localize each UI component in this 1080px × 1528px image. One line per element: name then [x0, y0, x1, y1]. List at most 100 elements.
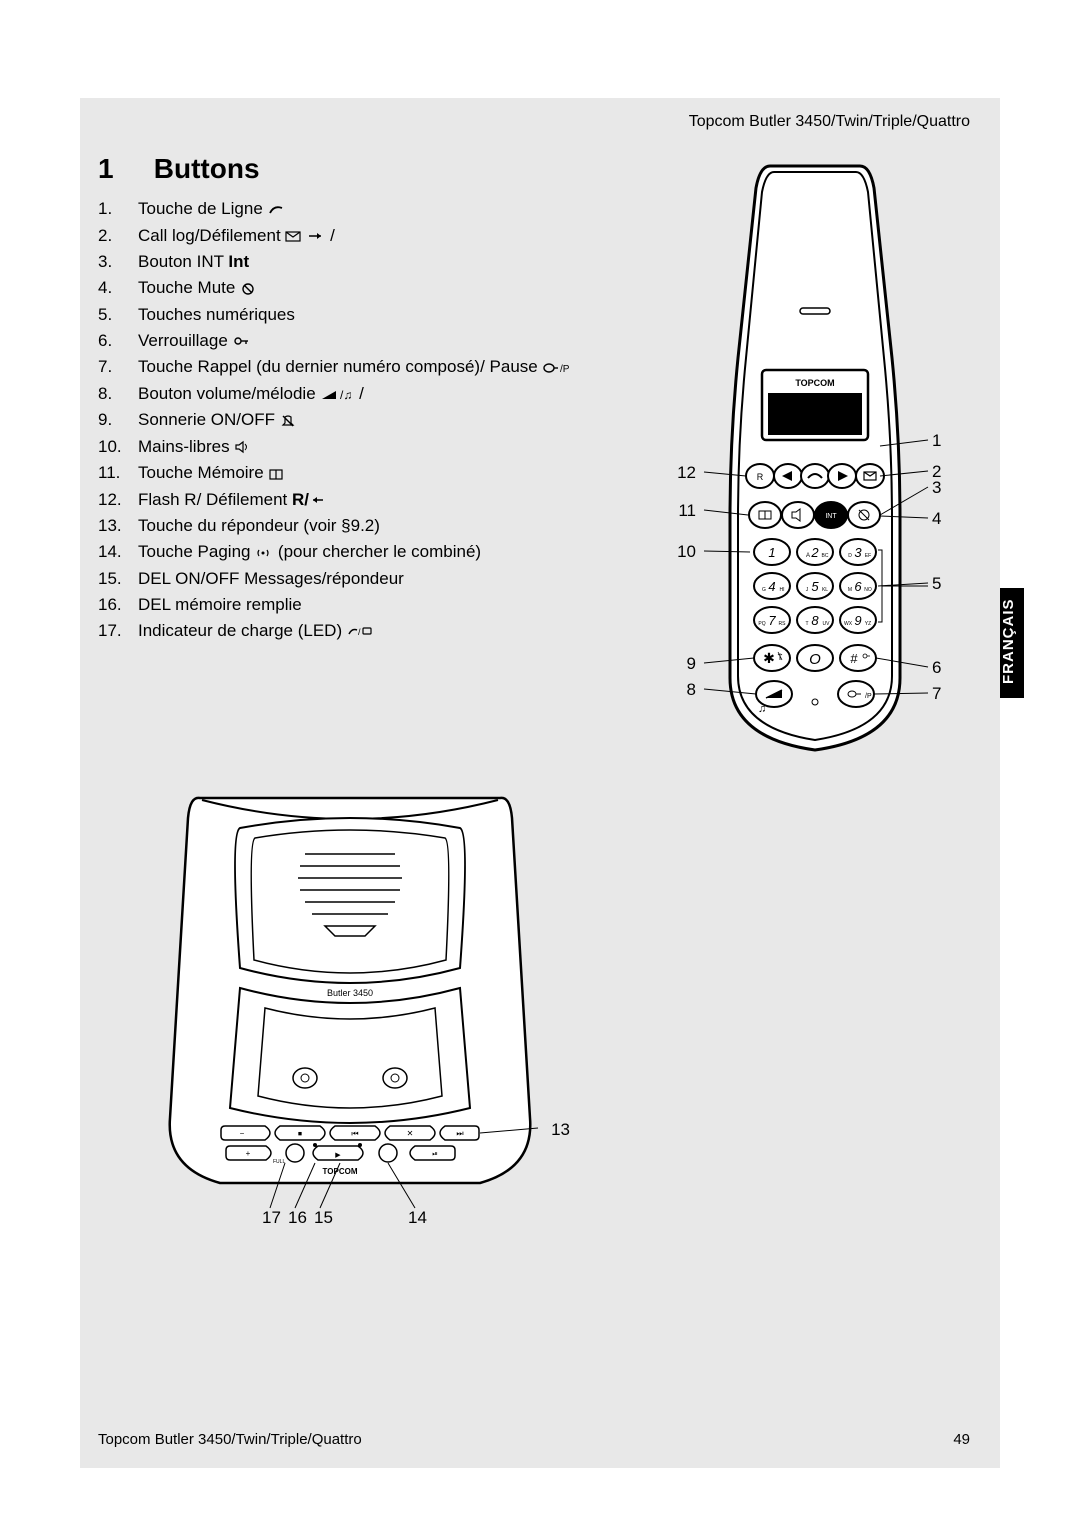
svg-text:R: R	[757, 472, 764, 482]
key-icon	[233, 328, 251, 354]
item-text: Touche de Ligne	[138, 196, 578, 223]
button-item-9: 9.Sonnerie ON/OFF	[98, 407, 578, 434]
base-callout-14: 14	[408, 1208, 427, 1228]
button-item-10: 10.Mains-libres	[98, 434, 578, 461]
base-model-text: Butler 3450	[327, 988, 373, 998]
item-text: Touche du répondeur (voir §9.2)	[138, 513, 578, 539]
svg-text:6: 6	[854, 579, 862, 594]
item-number: 10.	[98, 434, 138, 461]
svg-text:M: M	[848, 587, 852, 593]
page-number: 49	[953, 1431, 970, 1448]
item-text: Bouton INT Int	[138, 249, 578, 275]
envelope-arrow-icon	[285, 223, 325, 249]
svg-text:⏯: ⏯	[432, 1151, 438, 1158]
svg-text:+: +	[246, 1149, 251, 1158]
svg-text:⏭: ⏭	[456, 1129, 463, 1138]
svg-text:✕: ✕	[407, 1129, 414, 1138]
line-icon	[268, 197, 286, 223]
base-figure: Butler 3450 − ⏹ ⏮ ✕ ⏭	[140, 738, 560, 1258]
svg-text:UV: UV	[823, 621, 831, 627]
header-product: Topcom Butler 3450/Twin/Triple/Quattro	[689, 113, 970, 131]
svg-text:KL: KL	[822, 587, 828, 593]
paging-icon	[255, 540, 273, 566]
base-callout-17: 17	[262, 1208, 281, 1228]
svg-text:FULL: FULL	[273, 1159, 285, 1165]
item-number: 9.	[98, 407, 138, 434]
svg-text:HI: HI	[780, 587, 785, 593]
svg-text:BC: BC	[822, 553, 829, 559]
svg-text:A: A	[806, 553, 810, 559]
svg-text:G: G	[762, 587, 766, 593]
svg-text:2: 2	[810, 545, 819, 560]
svg-text:⏹: ⏹	[298, 1129, 302, 1138]
base-callout-13: 13	[551, 1120, 570, 1140]
item-number: 17.	[98, 618, 138, 645]
svg-text:9: 9	[854, 613, 861, 628]
handset-callout-10: 10	[677, 542, 696, 562]
svg-text:T: T	[805, 621, 808, 627]
svg-text:✱: ✱	[763, 650, 775, 666]
item-text: Mains-libres	[138, 434, 578, 461]
button-item-12: 12.Flash R/ Défilement R/	[98, 487, 578, 514]
item-number: 2.	[98, 223, 138, 250]
item-number: 13.	[98, 513, 138, 539]
button-item-2: 2.Call log/Défilement /	[98, 223, 578, 250]
svg-text:D: D	[848, 553, 852, 559]
svg-text:1: 1	[768, 545, 775, 560]
button-item-7: 7.Touche Rappel (du dernier numéro compo…	[98, 354, 578, 381]
svg-text:#: #	[850, 651, 858, 666]
svg-text:♫: ♫	[758, 703, 766, 715]
svg-text:4: 4	[768, 579, 775, 594]
item-number: 12.	[98, 487, 138, 514]
handset-callout-11: 11	[678, 501, 696, 521]
handset-callout-1: 1	[932, 431, 941, 451]
item-text: DEL ON/OFF Messages/répondeur	[138, 566, 578, 592]
item-number: 1.	[98, 196, 138, 223]
base-callout-15: 15	[314, 1208, 333, 1228]
left-arrow-icon	[309, 487, 327, 513]
svg-text:/: /	[358, 627, 361, 637]
handset-brand-text: TOPCOM	[795, 378, 834, 388]
item-number: 14.	[98, 539, 138, 566]
svg-text:PQ: PQ	[758, 621, 765, 627]
handset-callout-6: 6	[932, 658, 941, 678]
section-title-text: Buttons	[154, 153, 260, 184]
handset-figure: TOPCOM R	[700, 158, 930, 758]
button-item-1: 1.Touche de Ligne	[98, 196, 578, 223]
svg-text:/P: /P	[865, 693, 872, 700]
button-item-15: 15.DEL ON/OFF Messages/répondeur	[98, 566, 578, 592]
svg-text:7: 7	[768, 613, 776, 628]
svg-text:−: −	[240, 1129, 245, 1138]
language-tab: FRANÇAIS	[1000, 588, 1024, 698]
charge-icon: /	[347, 618, 373, 644]
handset-callout-5: 5	[932, 574, 941, 594]
book-icon	[268, 461, 286, 487]
item-number: 5.	[98, 302, 138, 328]
button-item-6: 6.Verrouillage	[98, 328, 578, 355]
vol-note-icon: /♫	[320, 381, 354, 407]
base-brand-text: TOPCOM	[323, 1167, 358, 1176]
item-text: Touche Mute	[138, 275, 578, 302]
redial-icon: /P	[542, 355, 570, 381]
item-text: DEL mémoire remplie	[138, 592, 578, 618]
item-text: Bouton volume/mélodie /♫ /	[138, 381, 578, 408]
button-item-14: 14.Touche Paging (pour chercher le combi…	[98, 539, 578, 566]
item-text: Touche Paging (pour chercher le combiné)	[138, 539, 578, 566]
item-text: Flash R/ Défilement R/	[138, 487, 578, 514]
item-number: 4.	[98, 275, 138, 302]
handset-callout-7: 7	[932, 684, 941, 704]
svg-text:EF: EF	[865, 553, 871, 559]
item-text: Touches numériques	[138, 302, 578, 328]
item-number: 7.	[98, 354, 138, 381]
buttons-list: 1.Touche de Ligne 2.Call log/Défilement …	[98, 196, 578, 644]
button-item-4: 4.Touche Mute	[98, 275, 578, 302]
svg-text:WX: WX	[844, 621, 853, 627]
item-text: Call log/Défilement /	[138, 223, 578, 250]
footer-product: Topcom Butler 3450/Twin/Triple/Quattro	[98, 1431, 362, 1448]
handset-callout-3: 3	[932, 478, 941, 498]
item-text: Verrouillage	[138, 328, 578, 355]
item-number: 8.	[98, 381, 138, 408]
svg-text:5: 5	[811, 579, 819, 594]
svg-text:▶: ▶	[335, 1152, 341, 1159]
item-text: Touche Mémoire	[138, 460, 578, 487]
